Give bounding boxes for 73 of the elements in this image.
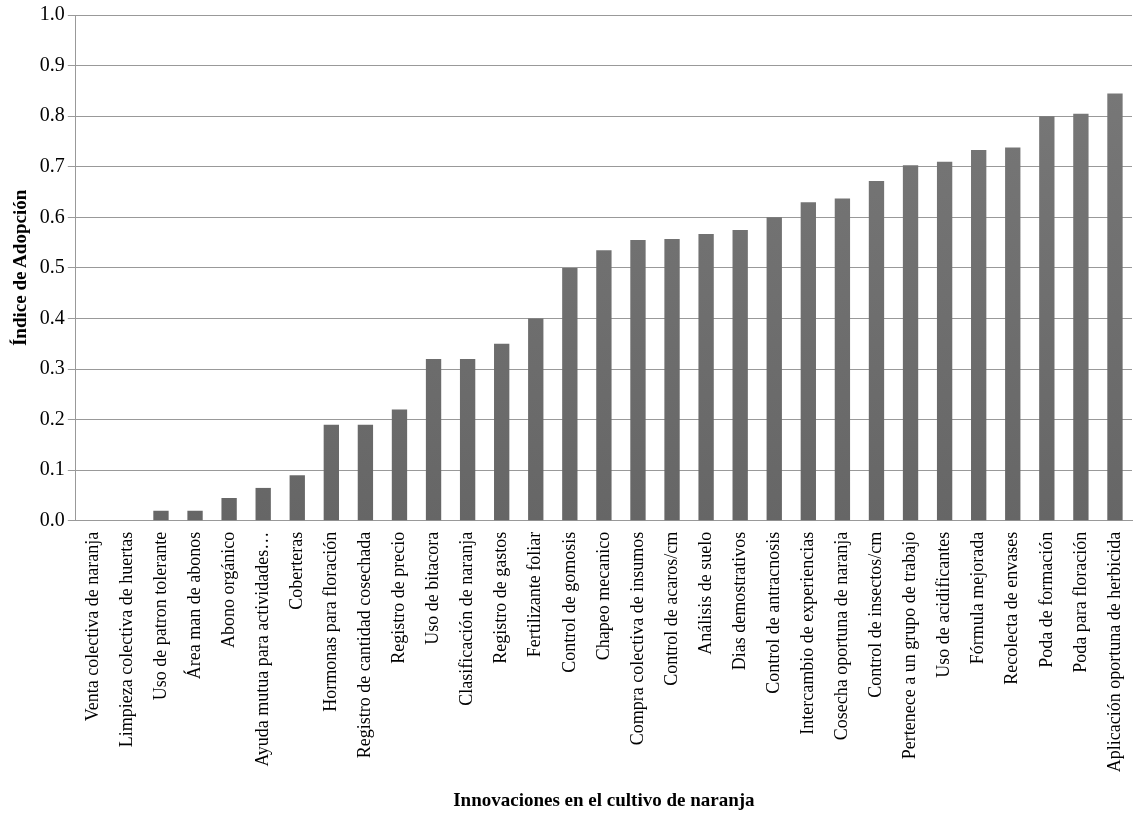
bar [425,358,442,521]
y-tick-label: 0.5 [39,255,65,278]
bar [664,239,680,521]
bar [562,267,578,521]
bar [971,150,987,521]
y-tick-label: 0.4 [39,305,65,328]
bar [630,240,646,521]
bar [494,343,510,521]
x-tick-label: Compra colectiva de insumos [626,531,647,746]
x-tick-label: Recolecta de envases [1001,531,1022,685]
y-tick-label: 0.0 [39,508,65,531]
x-tick-label: Uso de acidificantes [933,531,954,678]
x-tick-label: Aplicación oportuna de herbicida [1103,531,1124,773]
x-tick-label: Registro de cantidad cosechada [354,531,375,759]
x-tick-label: Control de gomosis [558,531,579,673]
bar [153,510,169,521]
bar [289,475,305,521]
x-tick-label: Ayuda mutua para actividades… [251,531,272,767]
bar [1107,93,1123,521]
y-tick-label: 0.3 [39,356,65,379]
x-tick-label: Análisis de suelo [694,531,715,655]
x-tick-label: Hormonas para floración [320,531,341,712]
x-tick-label: Intercambio de experiencias [797,531,818,735]
bar [357,424,374,521]
bar [800,202,816,521]
x-tick-label: Venta colectiva de naranja [81,531,102,722]
bar [323,424,339,521]
y-tick-label: 0.7 [39,153,65,176]
bar [698,234,714,521]
y-tick-label: 1.0 [39,2,65,25]
bar [596,250,612,521]
bar [936,161,953,521]
bar [459,358,476,521]
bar [902,165,919,521]
x-tick-label: Fórmula mejorada [967,531,988,665]
x-tick-label: Poda para floración [1069,531,1090,673]
bar [391,409,408,521]
x-tick-label: Cosecha oportuna de naranja [831,531,852,741]
x-tick-label: Coberteras [286,531,306,610]
x-tick-label: Poda de formación [1035,531,1056,668]
bar [732,229,748,521]
bar [528,318,544,521]
x-tick-label: Clasificación de naranja [456,531,477,706]
x-tick-label: Control de acaros/cm [660,531,681,686]
x-tick-label: Pertenece a un grupo de trabajo [899,531,920,760]
y-tick-label: 0.1 [39,457,65,480]
y-tick-label: 0.8 [39,103,65,126]
x-tick-label: Dias demostrativos [728,531,749,671]
x-axis-title: Innovaciones en el cultivo de naranja [453,788,756,810]
x-tick-label: Área man de abonos [182,531,204,680]
bar [766,217,782,521]
bar [255,487,271,521]
bar [1073,113,1089,521]
y-tick-label: 0.2 [39,406,65,429]
x-tick-label: Registro de precio [388,531,409,664]
x-tick-label: Control de insectos/cm [865,531,886,698]
bar [221,498,237,521]
y-axis-title: Índice de Adopción [9,189,31,347]
x-tick-label: Uso de patron tolerante [149,531,170,701]
bar [1005,147,1021,521]
bar [1039,116,1055,521]
y-tick-label: 0.6 [39,204,65,227]
bar [868,180,885,521]
bar [187,510,203,521]
x-tick-label: Abono orgánico [217,531,238,648]
x-tick-label: Fertilizante foliar [524,531,545,658]
x-tick-label: Chapeo mecanico [592,531,613,661]
x-tick-label: Uso de bitacora [422,531,443,645]
x-tick-label: Limpieza colectiva de huertas [115,531,136,748]
y-tick-label: 0.9 [39,52,65,75]
x-tick-label: Control de antracnosis [762,531,783,694]
bar [834,198,851,521]
x-tick-label: Registro de gastos [490,531,511,664]
